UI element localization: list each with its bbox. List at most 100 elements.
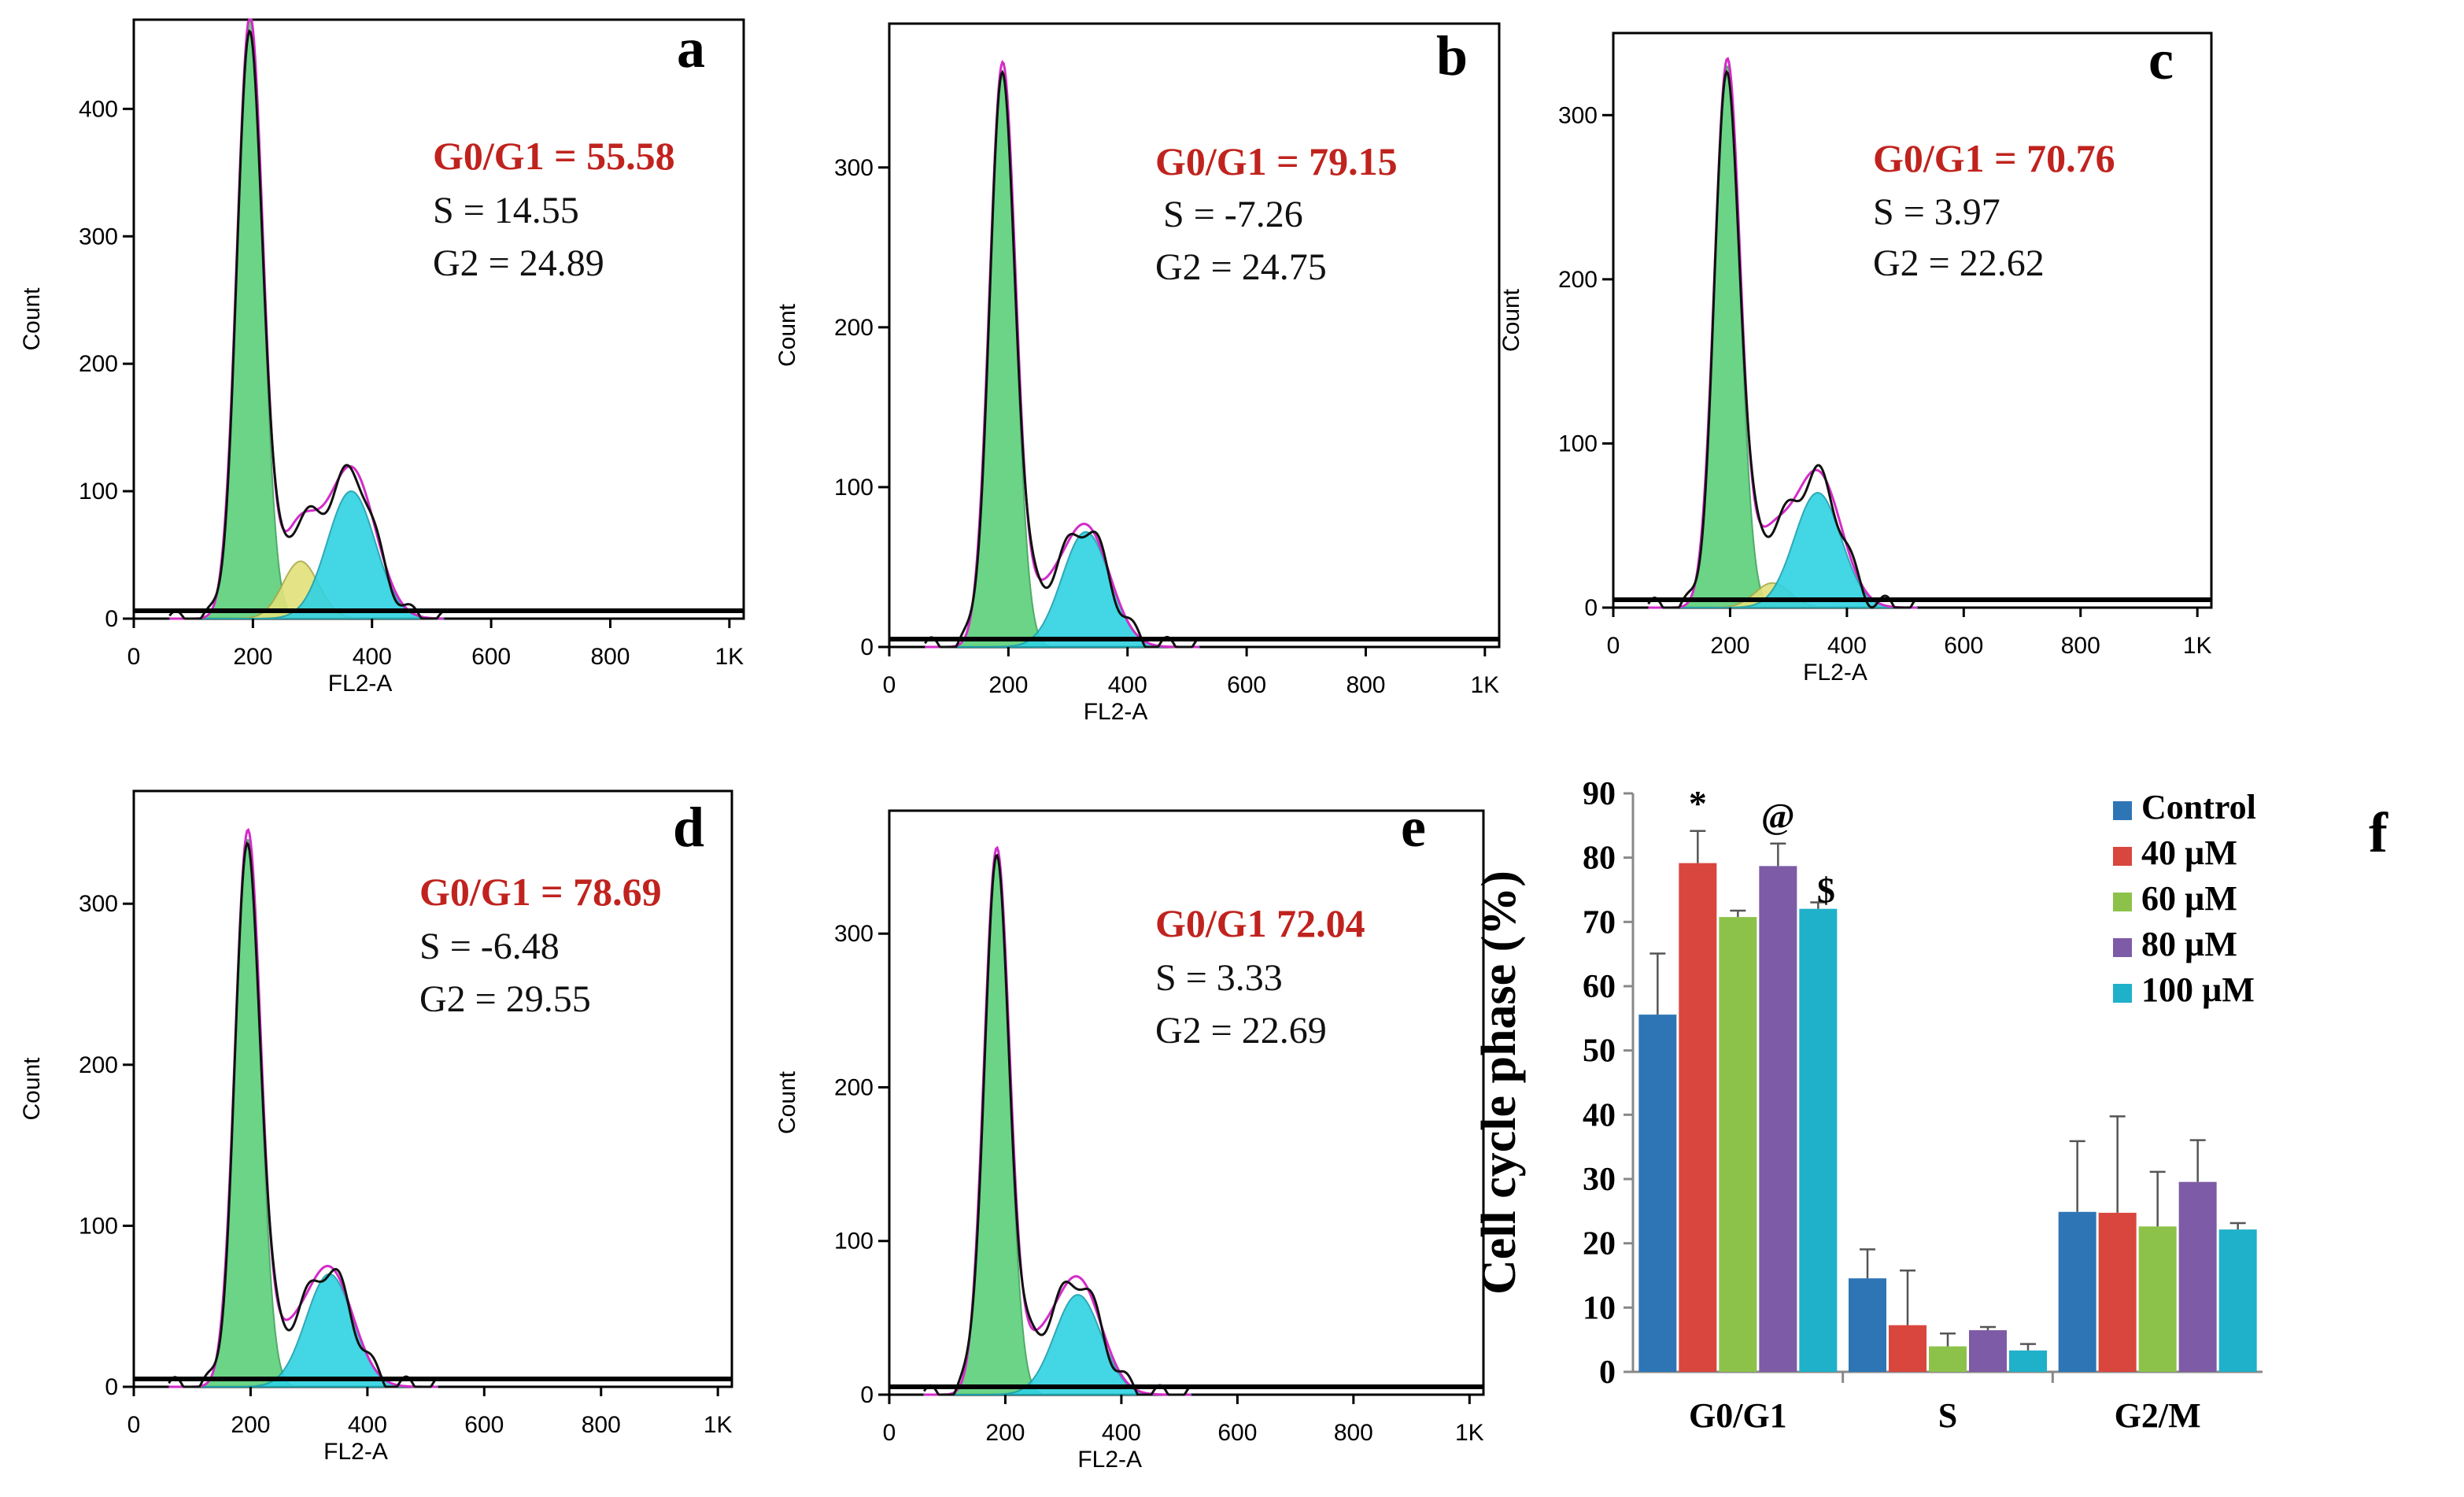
legend-label: 60 µM: [2141, 879, 2237, 918]
stat-g2: G2 = 29.55: [419, 978, 591, 1020]
y-tick-label: 300: [834, 921, 874, 947]
histogram-panel-c: 0 100 200 300 0 200 400 600 800 1K FL2-A Count G0/G1…: [1498, 28, 2213, 686]
x-tick-label: 600: [1217, 1420, 1257, 1446]
bar: [1929, 1346, 1967, 1372]
x-tick-label: 1K: [1470, 672, 1499, 698]
legend-swatch: [2113, 938, 2132, 957]
legend-swatch: [2113, 893, 2132, 911]
x-tick-label: 200: [231, 1412, 270, 1438]
stat-g0g1: G0/G1 = 70.76: [1873, 136, 2115, 180]
category-label: G2/M: [2115, 1396, 2201, 1435]
y-tick-label: 400: [79, 96, 118, 122]
x-tick-label: 600: [1227, 672, 1266, 698]
x-tick-label: 400: [1108, 672, 1147, 698]
y-tick-label: 20: [1583, 1226, 1616, 1262]
stat-g0g1: G0/G1 72.04: [1155, 901, 1365, 945]
x-tick-label: 200: [988, 672, 1028, 698]
bar: [2178, 1181, 2217, 1372]
stat-s: S = -7.26: [1163, 194, 1303, 235]
x-tick-label: 400: [1827, 633, 1867, 659]
legend-swatch: [2113, 801, 2132, 820]
y-tick-label: 40: [1583, 1097, 1616, 1133]
y-tick-label: 0: [105, 606, 118, 632]
y-tick-label: 200: [1558, 267, 1598, 293]
y-tick-label: 30: [1583, 1162, 1616, 1198]
y-tick-label: 100: [79, 1213, 118, 1239]
bar: [2218, 1229, 2257, 1372]
x-axis-label: FL2-A: [1077, 1447, 1142, 1473]
bar: [1799, 908, 1838, 1372]
x-tick-label: 800: [2061, 633, 2100, 659]
x-tick-label: 1K: [1455, 1420, 1484, 1446]
y-tick-label: 300: [834, 155, 874, 181]
data-histogram-line: [168, 28, 445, 620]
stat-s: S = 3.97: [1873, 191, 2000, 233]
x-tick-label: 0: [883, 672, 896, 698]
y-tick-label: 0: [1599, 1355, 1616, 1391]
y-tick-label: 50: [1583, 1033, 1616, 1070]
x-axis-label: FL2-A: [1084, 699, 1148, 725]
x-axis-label: FL2-A: [328, 671, 393, 697]
x-axis-label: FL2-A: [1803, 660, 1867, 686]
legend-label: 100 µM: [2141, 970, 2255, 1009]
x-tick-label: 800: [582, 1412, 621, 1438]
y-tick-label: 300: [1558, 102, 1598, 128]
y-tick-label: 300: [79, 891, 118, 917]
y-tick-label: 10: [1583, 1290, 1616, 1326]
y-tick-label: 200: [834, 1074, 874, 1100]
significance-marker: *: [1689, 783, 1707, 823]
stat-s: S = -6.48: [419, 926, 560, 967]
x-tick-label: 200: [1710, 633, 1749, 659]
bar: [1759, 866, 1797, 1372]
x-tick-label: 800: [1346, 672, 1385, 698]
y-tick-label: 0: [105, 1374, 118, 1400]
y-tick-label: 100: [79, 479, 118, 505]
legend-swatch: [2113, 984, 2132, 1003]
g2-peak-area: [169, 490, 445, 619]
panel-letter: d: [673, 796, 704, 859]
data-histogram-line: [168, 841, 438, 1388]
histogram-panel-d: 0 100 200 300 0 200 400 600 800 1K FL2-A Count G0/G1…: [19, 789, 733, 1465]
x-axis-label: FL2-A: [323, 1439, 388, 1465]
stat-g2: G2 = 24.89: [433, 242, 604, 284]
data-histogram-line: [924, 69, 1200, 649]
x-tick-label: 400: [348, 1412, 387, 1438]
data-histogram-line: [922, 853, 1192, 1396]
stat-s: S = 14.55: [433, 190, 579, 231]
bar: [2058, 1211, 2096, 1372]
x-tick-label: 800: [590, 644, 630, 670]
panel-letter: b: [1436, 24, 1468, 87]
panel-letter: e: [1401, 796, 1426, 859]
legend-label: Control: [2141, 788, 2256, 826]
y-tick-label: 200: [834, 315, 874, 341]
bar: [2009, 1350, 2047, 1372]
legend-swatch: [2113, 847, 2132, 866]
y-axis-label: Count: [774, 1070, 800, 1134]
y-tick-label: 0: [1584, 595, 1598, 621]
y-tick-label: 90: [1583, 776, 1616, 812]
x-tick-label: 1K: [715, 644, 744, 670]
y-tick-label: 60: [1583, 969, 1616, 1005]
panel-letter: a: [677, 17, 705, 79]
model-fit-line: [169, 18, 444, 620]
y-tick-label: 100: [834, 475, 874, 501]
category-label: S: [1938, 1396, 1957, 1435]
bar-chart-panel-f: 0 10 20 30 40 50 60 70 80 90 Cell cycle phase (%) G…: [1472, 776, 2388, 1435]
legend-label: 80 µM: [2141, 925, 2237, 963]
model-fit-line: [168, 827, 438, 1388]
x-tick-label: 600: [1944, 633, 1983, 659]
y-tick-label: 200: [79, 351, 118, 377]
histogram-panel-b: 0 100 200 300 0 200 400 600 800 1K FL2-A Count G0/G1…: [774, 22, 1501, 725]
y-tick-label: 300: [79, 224, 118, 250]
y-axis-label: Count: [19, 1057, 45, 1121]
x-tick-label: 200: [233, 644, 272, 670]
legend-label: 40 µM: [2141, 834, 2237, 872]
y-tick-label: 0: [860, 634, 874, 660]
x-tick-label: 1K: [704, 1412, 733, 1438]
histogram-panel-a: 0 100 200 300 400 0 200 400 600 800 1K FL2-A Count G0…: [19, 17, 745, 697]
panel-letter: c: [2148, 28, 2174, 91]
x-tick-label: 600: [464, 1412, 504, 1438]
bar: [1969, 1330, 2007, 1372]
bar: [1638, 1015, 1677, 1372]
